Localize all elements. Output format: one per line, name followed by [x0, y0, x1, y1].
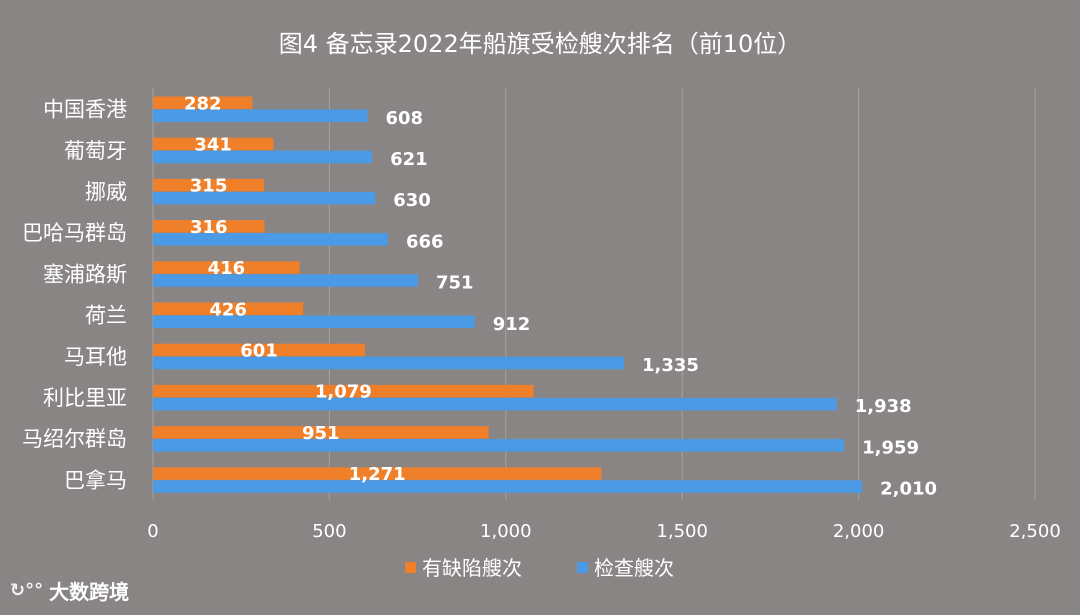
data-label-defective: 951 — [302, 423, 340, 444]
data-label-inspected: 2,010 — [880, 479, 937, 500]
bar-defective — [153, 96, 253, 109]
data-label-defective: 315 — [190, 176, 228, 197]
category-label: 马耳他 — [64, 345, 127, 369]
data-label-inspected: 751 — [436, 273, 474, 294]
category-label: 利比里亚 — [43, 386, 127, 410]
data-labels: 282 608 341 621 315 630 316 666 416 751 426 912 601 1… — [184, 93, 937, 499]
category-label: 马绍尔群岛 — [22, 427, 127, 451]
data-label-inspected: 621 — [390, 149, 428, 170]
bar-inspected — [153, 397, 837, 411]
x-axis-tick-labels: 0 500 1,000 1,500 2,000 2,500 — [147, 521, 1060, 542]
x-tick-label: 2,000 — [833, 521, 885, 542]
bar-defective — [153, 220, 265, 233]
data-label-defective: 341 — [194, 134, 232, 155]
watermark: ↻°° 大数跨境 — [10, 576, 129, 605]
bar-inspected — [153, 315, 475, 328]
data-label-inspected: 1,938 — [855, 396, 912, 417]
x-tick-label: 1,500 — [656, 521, 708, 542]
data-label-inspected: 912 — [493, 314, 531, 335]
bar-inspected — [153, 109, 368, 122]
legend-label: 检查艘次 — [594, 556, 674, 580]
chart-title: 图4 备忘录2022年船旗受检艘次排名（前10位） — [279, 30, 802, 58]
data-label-inspected: 666 — [406, 231, 444, 252]
legend-label: 有缺陷艘次 — [422, 556, 522, 580]
category-label: 塞浦路斯 — [43, 262, 127, 286]
bar-inspected — [153, 150, 373, 164]
bar-inspected — [153, 233, 388, 246]
bar-defective — [153, 302, 304, 315]
bar-defective — [153, 178, 265, 192]
legend-swatch — [405, 562, 416, 573]
bar-defective — [153, 261, 300, 274]
data-label-defective: 601 — [240, 340, 278, 361]
category-label: 巴哈马群岛 — [22, 221, 127, 245]
bar-defective — [153, 467, 602, 480]
x-tick-label: 2,500 — [1009, 521, 1061, 542]
bar-inspected — [153, 480, 863, 493]
category-label: 荷兰 — [85, 304, 127, 328]
bar-inspected — [153, 439, 845, 452]
x-tick-label: 0 — [147, 521, 158, 542]
bar-defective — [153, 137, 274, 151]
category-label: 挪威 — [85, 180, 127, 204]
data-label-defective: 1,079 — [315, 382, 372, 403]
data-label-defective: 426 — [209, 299, 247, 320]
bar-defective — [153, 384, 534, 398]
bars — [153, 96, 863, 493]
bar-inspected — [153, 356, 624, 370]
data-label-defective: 282 — [184, 93, 222, 114]
x-tick-label: 1,000 — [480, 521, 532, 542]
legend-swatch — [577, 562, 588, 573]
bar-defective — [153, 343, 366, 357]
data-label-defective: 416 — [208, 258, 246, 279]
x-tick-label: 500 — [312, 521, 346, 542]
data-label-inspected: 608 — [386, 108, 424, 129]
legend: 有缺陷艘次 检查艘次 — [405, 556, 674, 580]
bar-inspected — [153, 191, 376, 205]
category-label: 中国香港 — [43, 98, 127, 122]
data-label-defective: 1,271 — [349, 464, 406, 485]
data-label-inspected: 1,335 — [642, 355, 699, 376]
data-label-defective: 316 — [190, 217, 228, 238]
data-label-inspected: 1,959 — [862, 437, 919, 458]
watermark-text: 大数跨境 — [49, 580, 130, 604]
watermark-logo-icon: ↻°° — [10, 580, 44, 601]
bar-defective — [153, 426, 489, 439]
bar-inspected — [153, 274, 418, 287]
category-label: 巴拿马 — [64, 468, 127, 492]
category-label: 葡萄牙 — [64, 139, 127, 163]
data-label-inspected: 630 — [393, 190, 431, 211]
